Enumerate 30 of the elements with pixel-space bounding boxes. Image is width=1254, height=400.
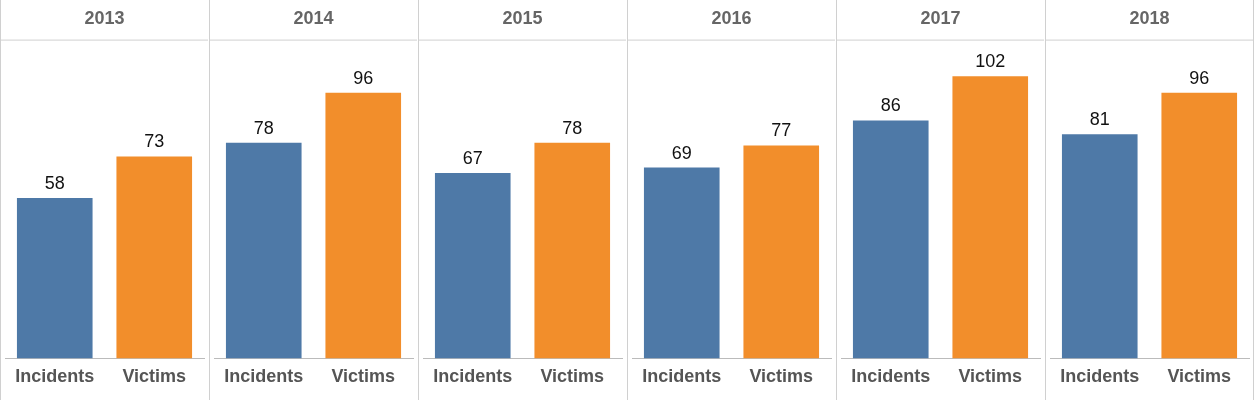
data-label: 102 [975,51,1006,72]
x-tick-label: Incidents [1060,366,1140,387]
chart-title: 2013 [84,7,125,28]
x-tick-label: Incidents [224,366,304,387]
chart-title: 2018 [1129,7,1170,28]
data-label: 96 [353,67,374,88]
data-label: 96 [1189,67,1210,88]
data-label: 78 [253,117,274,138]
chart-title: 2016 [711,7,752,28]
data-label: 77 [771,120,792,141]
data-label: 81 [1089,109,1110,130]
x-tick-label: Incidents [642,366,722,387]
chart-title: 2015 [502,7,543,28]
data-label: 86 [880,95,901,116]
x-tick-label: Victims [122,366,187,387]
chart-title: 2017 [920,7,961,28]
x-tick-label: Victims [1167,366,1232,387]
x-tick-label: Incidents [433,366,513,387]
data-label: 69 [671,142,692,163]
data-label: 78 [562,117,583,138]
chart-title: 2014 [293,7,334,28]
data-label: 67 [462,148,483,169]
x-tick-label: Victims [331,366,396,387]
x-tick-label: Victims [958,366,1023,387]
x-tick-label: Incidents [851,366,931,387]
x-tick-label: Victims [749,366,814,387]
data-label: 73 [144,131,165,152]
data-label: 58 [44,172,65,193]
x-tick-label: Incidents [15,366,95,387]
x-tick-label: Victims [540,366,605,387]
